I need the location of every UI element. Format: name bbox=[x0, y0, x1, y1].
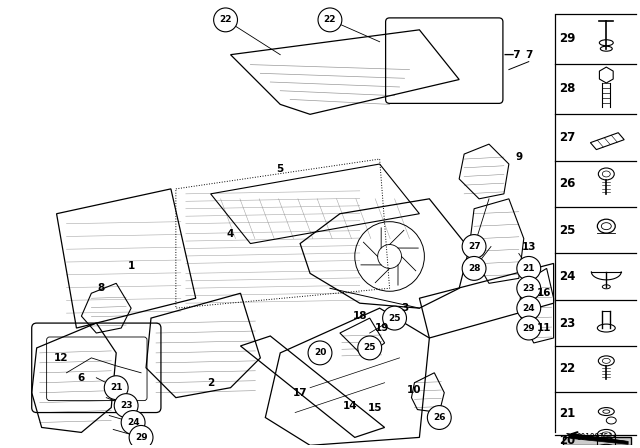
Text: 18: 18 bbox=[353, 311, 367, 321]
Polygon shape bbox=[563, 437, 631, 445]
Text: 23: 23 bbox=[120, 401, 132, 410]
Text: 20: 20 bbox=[559, 434, 576, 447]
Text: 4: 4 bbox=[227, 228, 234, 239]
Text: 17: 17 bbox=[293, 388, 307, 398]
Text: 13: 13 bbox=[522, 241, 536, 251]
Text: 10: 10 bbox=[407, 385, 422, 395]
Text: 16: 16 bbox=[536, 288, 551, 298]
Circle shape bbox=[462, 235, 486, 258]
Text: 26: 26 bbox=[433, 413, 445, 422]
Circle shape bbox=[104, 376, 128, 400]
Circle shape bbox=[114, 394, 138, 418]
Circle shape bbox=[214, 8, 237, 32]
Text: —7: —7 bbox=[504, 50, 522, 60]
Text: 15: 15 bbox=[367, 403, 382, 413]
Circle shape bbox=[462, 256, 486, 280]
Text: 25: 25 bbox=[559, 224, 576, 237]
Text: 6: 6 bbox=[78, 373, 85, 383]
Text: 28: 28 bbox=[468, 264, 481, 273]
Circle shape bbox=[517, 296, 541, 320]
Text: 25: 25 bbox=[388, 314, 401, 323]
Text: 12: 12 bbox=[54, 353, 68, 363]
Circle shape bbox=[517, 276, 541, 300]
Text: 19: 19 bbox=[374, 323, 389, 333]
Text: 22: 22 bbox=[220, 15, 232, 24]
Text: 21: 21 bbox=[110, 383, 122, 392]
Text: 29: 29 bbox=[559, 32, 576, 45]
Circle shape bbox=[318, 8, 342, 32]
Text: 29: 29 bbox=[135, 433, 147, 442]
Text: 27: 27 bbox=[559, 131, 576, 144]
Text: 24: 24 bbox=[127, 418, 140, 427]
Polygon shape bbox=[566, 433, 628, 444]
Text: 20: 20 bbox=[314, 349, 326, 358]
Text: 21: 21 bbox=[559, 407, 576, 420]
Text: 3: 3 bbox=[401, 303, 408, 313]
Text: 24: 24 bbox=[559, 270, 576, 283]
Circle shape bbox=[358, 336, 381, 360]
Text: 5: 5 bbox=[276, 164, 284, 174]
Text: 23: 23 bbox=[559, 317, 576, 330]
Text: 14: 14 bbox=[342, 401, 357, 410]
Text: 23: 23 bbox=[522, 284, 535, 293]
Text: 28: 28 bbox=[559, 82, 576, 95]
Circle shape bbox=[517, 256, 541, 280]
Text: 26: 26 bbox=[559, 177, 576, 190]
Text: 27: 27 bbox=[468, 242, 481, 251]
Text: 11: 11 bbox=[536, 323, 551, 333]
Text: 24: 24 bbox=[522, 304, 535, 313]
Text: 7: 7 bbox=[525, 50, 532, 60]
Text: 29: 29 bbox=[522, 323, 535, 332]
Text: 22: 22 bbox=[559, 362, 576, 375]
Text: 8: 8 bbox=[98, 283, 105, 293]
Circle shape bbox=[517, 316, 541, 340]
Text: 25: 25 bbox=[364, 344, 376, 353]
Text: 1: 1 bbox=[127, 262, 135, 271]
Text: 9: 9 bbox=[515, 152, 522, 162]
Text: 22: 22 bbox=[324, 15, 336, 24]
Circle shape bbox=[121, 410, 145, 435]
Circle shape bbox=[383, 306, 406, 330]
Circle shape bbox=[428, 405, 451, 430]
Circle shape bbox=[308, 341, 332, 365]
Text: 21: 21 bbox=[522, 264, 535, 273]
Text: 2: 2 bbox=[207, 378, 214, 388]
Text: 00188751: 00188751 bbox=[577, 433, 614, 442]
Circle shape bbox=[129, 426, 153, 448]
